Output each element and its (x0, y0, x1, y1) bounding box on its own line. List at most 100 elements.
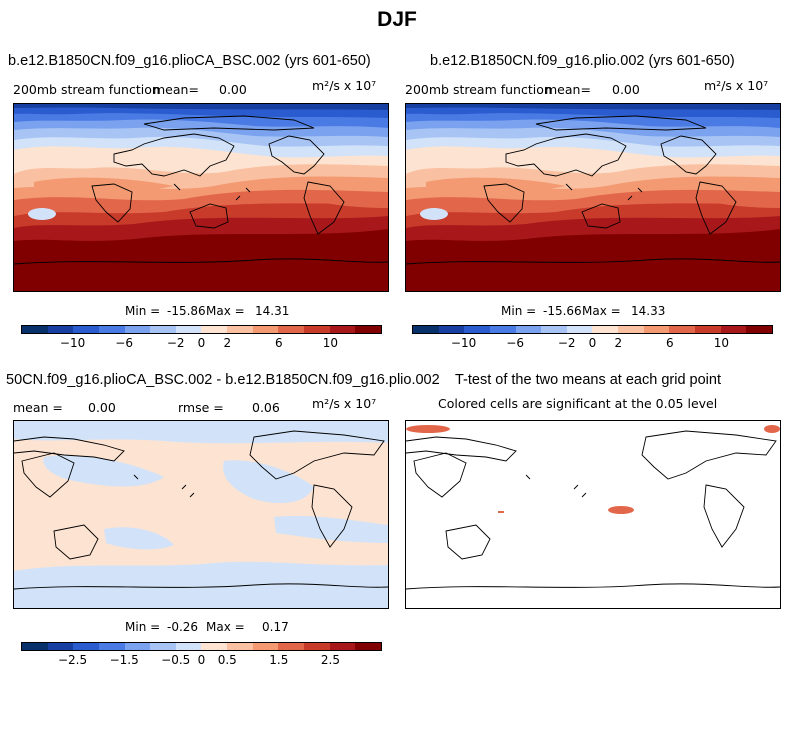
colorbar-swatch (47, 326, 74, 333)
colorbar-tick-label: −10 (450, 336, 477, 350)
colorbar-swatch (201, 326, 228, 333)
panel2-title: b.e12.B1850CN.f09_g16.plio.002 (yrs 601-… (430, 53, 735, 69)
colorbar-tick-label: −10 (59, 336, 86, 350)
colorbar-swatch (252, 326, 279, 333)
colorbar-tick-label: 6 (666, 336, 674, 350)
colorbar-swatch (413, 326, 439, 333)
colorbar-swatch (98, 326, 125, 333)
colorbar-swatch (227, 326, 253, 333)
panel2-mean-value: 0.00 (612, 82, 640, 97)
colorbar-swatch (515, 326, 542, 333)
colorbar-swatch (22, 326, 48, 333)
panel3-colorbar-ticks: −2.5 −1.5 −0.5 0 0.5 1.5 2.5 (21, 653, 382, 669)
sig-cell (406, 425, 450, 433)
panel3-mean-value: 0.00 (88, 400, 116, 415)
panel1-min-value: -15.86 (167, 304, 206, 318)
colorbar-swatch (175, 643, 202, 650)
colorbar-swatch (695, 326, 721, 333)
panel4-map (405, 420, 781, 609)
panel3-map (13, 420, 389, 609)
colorbar-swatch (329, 643, 356, 650)
colorbar-swatch (355, 326, 381, 333)
colorbar-swatch (124, 643, 151, 650)
colorbar-swatch (73, 643, 99, 650)
colorbar-tick-label: 10 (713, 336, 730, 350)
panel1-title: b.e12.B1850CN.f09_g16.plioCA_BSC.002 (yr… (8, 53, 371, 69)
colorbar-swatch (541, 326, 567, 333)
panel3-mean-label: mean = (13, 400, 63, 415)
colorbar-tick-label: 2 (614, 336, 623, 350)
colorbar-swatch (355, 643, 381, 650)
colorbar-swatch (618, 326, 644, 333)
figure-title: DJF (377, 8, 417, 31)
panel1-variable: 200mb stream function (13, 82, 160, 97)
colorbar-swatch (304, 326, 330, 333)
colorbar-swatch (22, 643, 48, 650)
colorbar-swatch (643, 326, 670, 333)
panel3-field (14, 421, 388, 608)
colorbar-swatch (720, 326, 747, 333)
colorbar-swatch (201, 643, 228, 650)
colorbar-swatch (252, 643, 279, 650)
colorbar-swatch (746, 326, 772, 333)
colorbar-tick-label: 10 (322, 336, 339, 350)
panel1-max-label: Max = (206, 304, 245, 318)
panel2-colorbar (412, 325, 773, 334)
colorbar-tick-label: 2.5 (320, 653, 340, 667)
colorbar-swatch (47, 643, 74, 650)
panel2-colorbar-ticks: −10 −6 −2 0 2 6 10 (412, 336, 773, 352)
panel2-mean-label: mean= (545, 82, 591, 97)
colorbar-swatch (489, 326, 516, 333)
colorbar-tick-label: 6 (275, 336, 283, 350)
colorbar-tick-label: −6 (506, 336, 524, 350)
panel3-rmse-value: 0.06 (252, 400, 280, 415)
panel1-mean-value: 0.00 (219, 82, 247, 97)
panel1-map (13, 103, 389, 292)
panel4-field (406, 421, 780, 608)
panel3-min-label: Min = (125, 620, 161, 634)
panel2-min-label: Min = (501, 304, 537, 318)
colorbar-tick-label: −6 (115, 336, 133, 350)
colorbar-swatch (227, 643, 253, 650)
colorbar-swatch (464, 326, 490, 333)
panel2-map (405, 103, 781, 292)
panel1-colorbar (21, 325, 382, 334)
panel1-max-value: 14.31 (255, 304, 290, 318)
colorbar-tick-label: 1.5 (269, 653, 289, 667)
panel2-max-value: 14.33 (631, 304, 666, 318)
colorbar-tick-label: 0 (197, 336, 206, 350)
colorbar-swatch (98, 643, 125, 650)
panel2-units: m²/s x 10⁷ (704, 78, 769, 93)
panel3-units: m²/s x 10⁷ (312, 396, 377, 411)
colorbar-tick-label: 0 (197, 653, 206, 667)
colorbar-swatch (150, 326, 176, 333)
colorbar-swatch (150, 643, 176, 650)
colorbar-tick-label: 0 (588, 336, 597, 350)
panel3-max-label: Max = (206, 620, 245, 634)
colorbar-tick-label: 2 (223, 336, 232, 350)
colorbar-tick-label: −1.5 (109, 653, 139, 667)
sig-cell (608, 506, 634, 514)
panel4-title: T-test of the two means at each grid poi… (455, 372, 721, 388)
panel1-colorbar-ticks: −10 −6 −2 0 2 6 10 (21, 336, 382, 352)
colorbar-tick-label: −2 (557, 336, 576, 350)
panel3-min-value: -0.26 (167, 620, 199, 634)
sig-cell (498, 511, 504, 513)
colorbar-swatch (124, 326, 151, 333)
colorbar-tick-label: −2 (166, 336, 185, 350)
panel2-max-label: Max = (582, 304, 621, 318)
colorbar-swatch (278, 643, 305, 650)
colorbar-swatch (278, 326, 305, 333)
panel1-units: m²/s x 10⁷ (312, 78, 377, 93)
panel2-min-value: -15.66 (543, 304, 582, 318)
panel3-max-value: 0.17 (262, 620, 289, 634)
colorbar-swatch (566, 326, 593, 333)
panel3-rmse-label: rmse = (178, 400, 224, 415)
colorbar-swatch (175, 326, 202, 333)
panel3-title: 50CN.f09_g16.plioCA_BSC.002 - b.e12.B185… (6, 372, 440, 388)
colorbar-tick-label: 0.5 (217, 653, 237, 667)
panel1-mean-label: mean= (153, 82, 199, 97)
colorbar-tick-label: −2.5 (57, 653, 88, 667)
colorbar-swatch (669, 326, 696, 333)
colorbar-tick-label: −0.5 (161, 653, 191, 667)
